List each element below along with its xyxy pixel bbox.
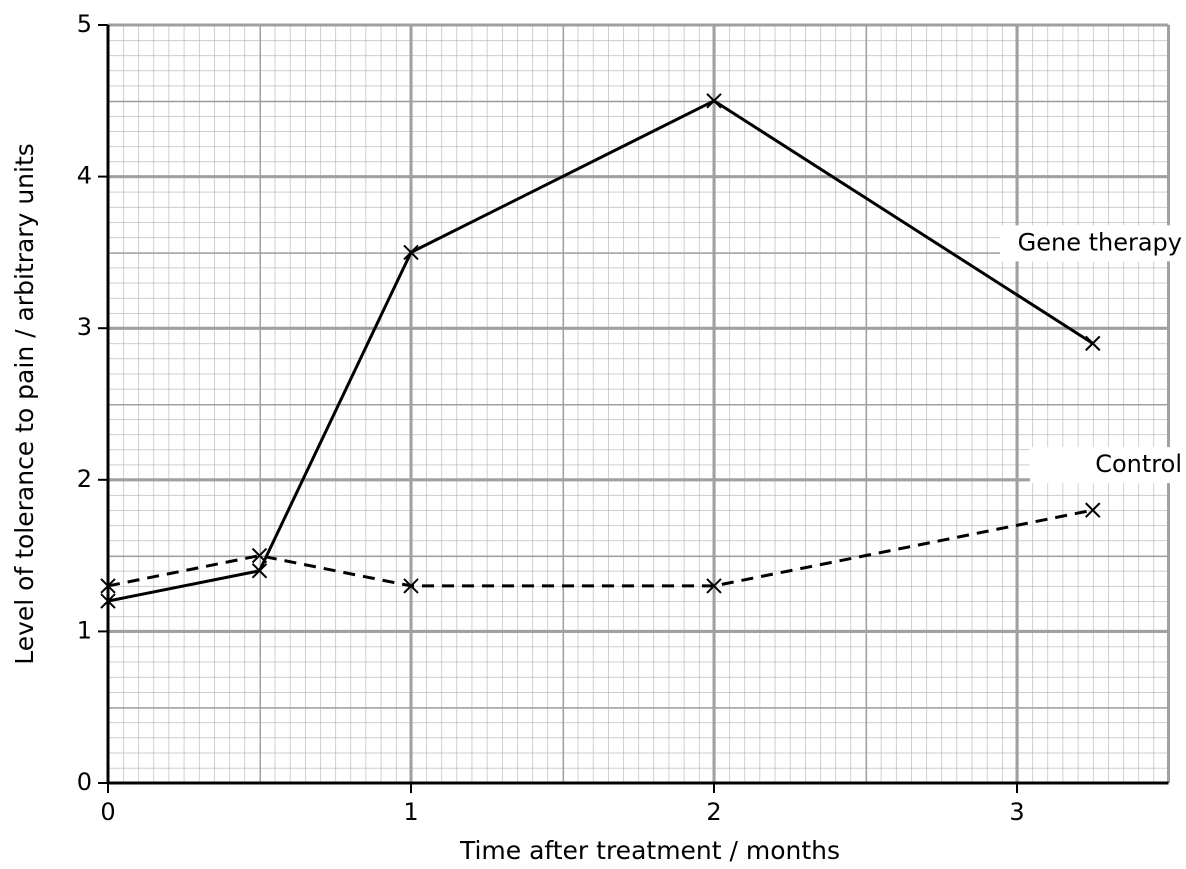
y-tick-label: 3 <box>77 313 92 341</box>
marker <box>251 547 268 564</box>
y-tick-label: 4 <box>77 162 92 190</box>
series-label: Gene therapy <box>1018 228 1182 256</box>
x-tick-label: 2 <box>706 798 721 826</box>
marker <box>706 578 722 594</box>
marker <box>403 244 419 261</box>
y-tick-label: 1 <box>77 616 92 644</box>
marker <box>706 93 722 109</box>
marker <box>1085 502 1101 518</box>
y-tick-label: 2 <box>77 465 92 493</box>
x-axis-title: Time after treatment / months <box>459 836 840 865</box>
major-grid <box>108 25 1169 783</box>
x-tick-label: 1 <box>403 798 418 826</box>
x-tick-label: 3 <box>1009 798 1024 826</box>
label-bg <box>1000 225 1186 262</box>
marker <box>251 563 268 579</box>
y-tick-label: 5 <box>77 10 92 38</box>
y-axis-title: Level of tolerance to pain / arbitrary u… <box>10 143 39 665</box>
y-tick-label: 0 <box>77 768 92 796</box>
label-bg <box>1030 447 1186 484</box>
marker <box>100 578 116 594</box>
marker <box>1085 335 1101 352</box>
marker <box>403 578 419 594</box>
marker <box>100 593 116 609</box>
series-label: Control <box>1095 450 1182 478</box>
x-tick-label: 0 <box>100 798 115 826</box>
